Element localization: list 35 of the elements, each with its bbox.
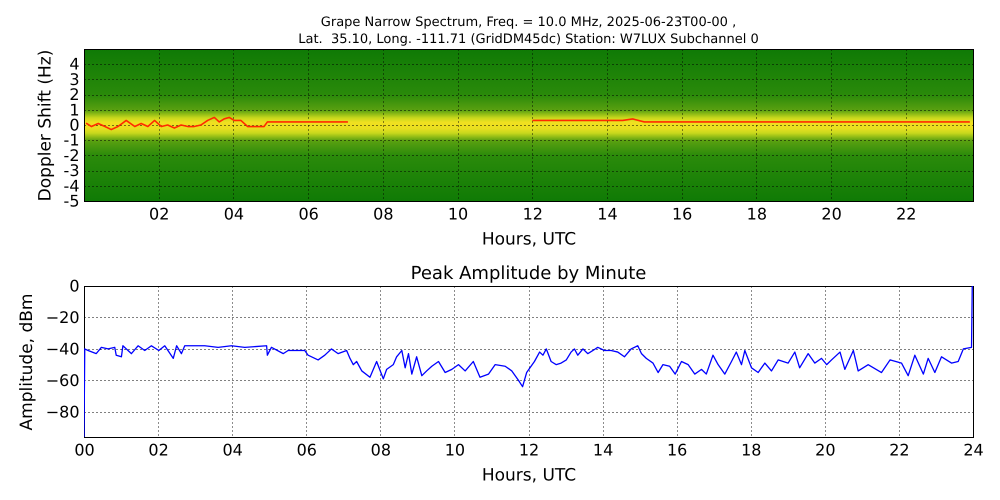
x-tick-label: 12 <box>518 440 540 460</box>
x-tick-label: 20 <box>815 440 836 460</box>
x-tick-label: 14 <box>597 204 618 224</box>
x-tick-label: 06 <box>296 440 317 460</box>
x-axis-title: Hours, UTC <box>482 230 576 250</box>
x-tick-label: 18 <box>741 440 762 460</box>
x-tick-label: 16 <box>666 440 688 460</box>
chart-title: Grape Narrow Spectrum, Freq. = 10.0 MHz, 2025-06-23T00-00 , Lat. 35.10, Long. -111.71 (GridDM45dc) Station: W7LUX Subchannel 0 <box>298 15 759 47</box>
x-tick-label: 10 <box>448 204 468 224</box>
y-tick-label: −20 <box>46 308 80 327</box>
x-tick-label: 04 <box>222 440 243 460</box>
x-tick-label: 24 <box>963 440 984 460</box>
x-tick-label: 06 <box>298 204 319 224</box>
y-axis-title: Doppler Shift (Hz) <box>36 50 56 202</box>
chart-title: Peak Amplitude by Minute <box>410 263 646 284</box>
x-tick-label: 02 <box>148 440 169 460</box>
x-tick-label: 14 <box>592 440 614 460</box>
x-tick-label: 08 <box>370 440 392 460</box>
y-tick-label: −60 <box>46 370 80 390</box>
x-tick-label: 20 <box>821 204 842 224</box>
x-tick-label: 04 <box>224 204 244 224</box>
x-axis-title: Hours, UTC <box>482 466 576 486</box>
y-tick-label: −40 <box>46 339 80 358</box>
x-tick-label: 18 <box>746 204 768 224</box>
x-tick-label: 08 <box>373 204 394 224</box>
x-tick-label: 00 <box>74 440 95 460</box>
x-tick-label: 22 <box>896 204 916 224</box>
x-tick-label: 02 <box>149 204 170 224</box>
x-tick-label: 16 <box>672 204 692 224</box>
y-tick-label: −80 <box>46 402 80 422</box>
y-tick-label: 0 <box>69 276 80 296</box>
y-axis-title: Amplitude, dBm <box>17 294 38 430</box>
x-tick-label: 22 <box>889 440 910 460</box>
x-tick-label: 10 <box>444 440 466 460</box>
x-tick-label: 12 <box>522 204 543 224</box>
